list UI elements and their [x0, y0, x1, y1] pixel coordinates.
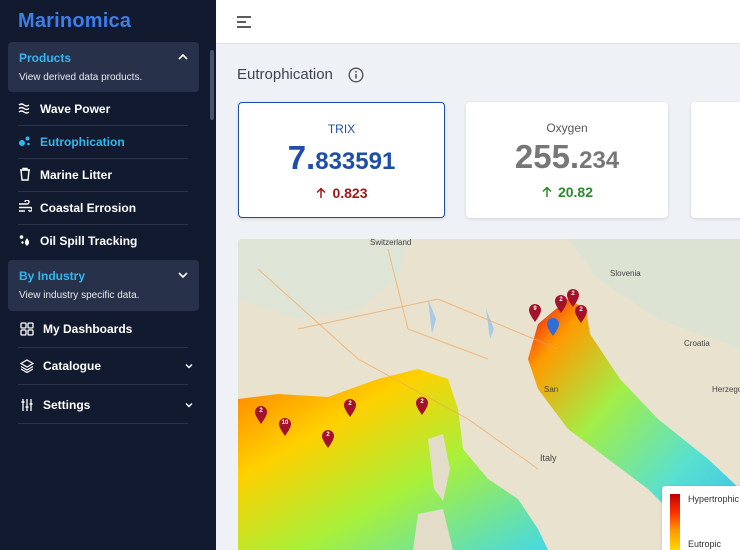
divider — [18, 125, 188, 126]
metric-value: 7.833591 — [239, 139, 444, 177]
sidebar-item-label: Marine Litter — [40, 168, 113, 182]
map-marker[interactable]: 2 — [554, 294, 568, 314]
sidebar-item-label: My Dashboards — [43, 322, 133, 336]
page-title: Eutrophication — [237, 66, 333, 83]
map-label-croatia: Croatia — [684, 339, 710, 348]
info-icon[interactable] — [348, 67, 364, 83]
map-label-herzego: Herzego — [712, 385, 740, 394]
menu-icon[interactable] — [236, 15, 252, 29]
divider — [18, 423, 188, 424]
droplets-icon — [19, 235, 30, 246]
grid-icon — [20, 322, 34, 336]
map-marker-selected[interactable] — [546, 317, 560, 337]
map-marker[interactable]: 2 — [321, 429, 335, 449]
map-marker[interactable]: 2 — [254, 405, 268, 425]
metric-value: 255.234 — [466, 138, 668, 176]
map-marker[interactable]: 2 — [566, 288, 580, 308]
arrow-up-icon — [316, 187, 326, 198]
metric-card-partial[interactable] — [691, 102, 740, 218]
sidebar-item-settings[interactable]: Settings — [18, 386, 194, 423]
industry-section[interactable]: By Industry View industry specific data. — [8, 260, 199, 311]
sidebar-item-label: Wave Power — [40, 102, 111, 116]
legend-gradient — [670, 494, 680, 550]
sidebar-item-wave-power[interactable]: Wave Power — [18, 92, 188, 125]
map-marker[interactable]: 2 — [574, 304, 588, 324]
sidebar-item-label: Eutrophication — [40, 135, 125, 149]
sidebar-item-label: Catalogue — [43, 359, 102, 373]
industry-description: View industry specific data. — [19, 290, 140, 301]
map-marker[interactable]: 9 — [528, 303, 542, 323]
chevron-down-icon — [178, 272, 188, 279]
industry-title: By Industry — [19, 269, 86, 283]
metric-value-int: 255. — [514, 138, 580, 175]
metric-delta-value: 20.82 — [557, 184, 594, 200]
sidebar-item-label: Oil Spill Tracking — [40, 234, 138, 248]
sidebar-item-my-dashboards[interactable]: My Dashboards — [18, 310, 194, 347]
map-marker[interactable]: 10 — [278, 417, 292, 437]
map-marker[interactable]: 2 — [415, 396, 429, 416]
products-title: Products — [19, 51, 72, 65]
app-logo[interactable]: Marinomica — [18, 10, 132, 32]
metric-value-dec: 833591 — [315, 148, 396, 175]
map-label-slovenia: Slovenia — [610, 269, 641, 278]
sidebar-item-label: Settings — [43, 398, 91, 412]
divider — [18, 191, 188, 192]
map-marker[interactable]: 2 — [343, 398, 357, 418]
divider — [18, 384, 188, 385]
map-legend: Hypertrophic Eutropic — [662, 486, 740, 550]
products-section[interactable]: Products View derived data products. — [8, 42, 199, 92]
layers-icon — [20, 359, 34, 373]
legend-low-label: Eutropic — [688, 539, 722, 549]
divider — [18, 224, 188, 225]
sidebar-item-label: Coastal Errosion — [40, 201, 137, 215]
metric-title: Oxygen — [546, 121, 588, 135]
map-canvas — [238, 239, 740, 550]
chevron-down-icon — [185, 403, 193, 408]
bubbles-icon — [19, 136, 30, 146]
map-label-switzerland: Switzerland — [370, 239, 412, 247]
chevron-up-icon — [178, 53, 188, 60]
waves-icon — [18, 103, 30, 114]
sidebar-item-oil-spill-tracking[interactable]: Oil Spill Tracking — [18, 224, 188, 257]
arrow-up-icon — [542, 186, 552, 197]
sidebar-item-eutrophication[interactable]: Eutrophication — [18, 125, 188, 158]
metric-value-dec: 234 — [579, 147, 620, 174]
metric-card-trix[interactable]: TRIX 7.833591 0.823 — [238, 102, 445, 218]
metric-delta: 20.82 — [466, 184, 668, 200]
sidebar-item-marine-litter[interactable]: Marine Litter — [18, 158, 188, 191]
legend-high-label: Hypertrophic — [688, 494, 740, 504]
metric-card-oxygen[interactable]: Oxygen 255.234 20.82 — [466, 102, 668, 218]
metric-title: TRIX — [327, 122, 356, 136]
trash-icon — [20, 167, 30, 181]
metric-delta-value: 0.823 — [332, 185, 368, 201]
products-description: View derived data products. — [19, 72, 143, 83]
sliders-icon — [21, 399, 33, 411]
map-label-san: San — [544, 385, 559, 394]
map-view[interactable]: Switzerland Slovenia Croatia Italy San H… — [238, 239, 740, 550]
top-bar — [216, 0, 740, 44]
metric-delta: 0.823 — [239, 185, 444, 201]
metric-value-int: 7. — [287, 139, 316, 176]
divider — [18, 347, 188, 348]
sidebar-item-coastal-errosion[interactable]: Coastal Errosion — [18, 191, 188, 224]
sidebar-item-catalogue[interactable]: Catalogue — [18, 347, 194, 384]
divider — [18, 158, 188, 159]
chevron-down-icon — [185, 364, 193, 369]
map-label-italy: Italy — [540, 453, 557, 463]
wind-icon — [19, 200, 32, 212]
sidebar-scrollbar[interactable] — [210, 50, 214, 120]
sidebar: Marinomica Products View derived data pr… — [0, 0, 216, 550]
